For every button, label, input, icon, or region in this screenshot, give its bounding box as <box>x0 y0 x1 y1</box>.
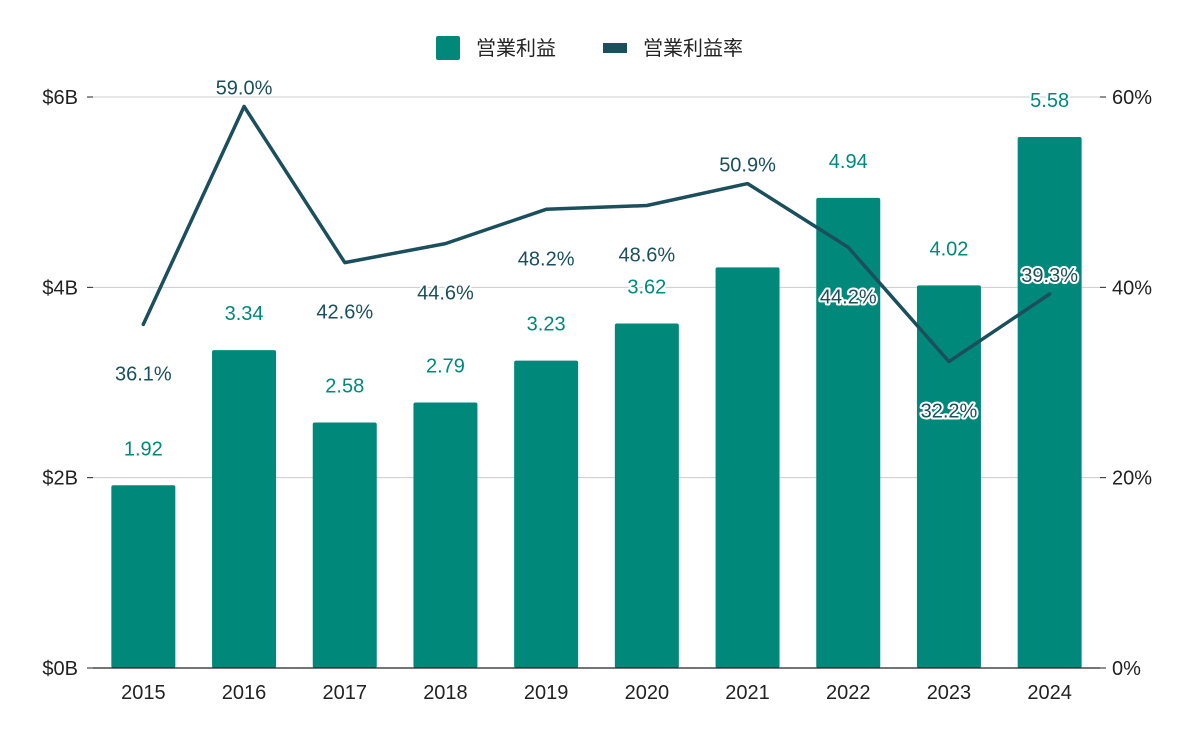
x-tick-label-2023: 2023 <box>927 682 972 704</box>
data-labels: 1.92 3.34 2.58 2.79 3.23 3.62 4.94 4.02 5.58 36.1… <box>113 76 1080 463</box>
rate-value-label-2021: 50.9% <box>719 155 776 177</box>
y-right-tick-label: 60% <box>1112 87 1152 109</box>
y-left-tick-label: $4B <box>42 277 78 299</box>
bar-operating-profit-2018 <box>413 402 478 668</box>
x-tick-label-2019: 2019 <box>524 682 569 704</box>
legend-swatch-operating-profit <box>436 36 460 60</box>
legend-swatch-operating-margin <box>603 43 627 53</box>
y-right-tick-label: 20% <box>1112 468 1152 490</box>
y-left-tick-label: $2B <box>42 468 78 490</box>
x-tick-label-2018: 2018 <box>423 682 468 704</box>
bar-operating-profit-2019 <box>514 360 579 668</box>
bar-operating-profit-2016 <box>212 350 277 668</box>
y-right-tick-label: 0% <box>1112 658 1141 680</box>
y-right-tick-label: 40% <box>1112 277 1152 299</box>
x-tick-label-2024: 2024 <box>1027 682 1072 704</box>
legend-label-operating-profit: 営業利益 <box>476 37 556 60</box>
x-tick-label-2022: 2022 <box>826 682 871 704</box>
rate-value-label-2015: 36.1% <box>115 363 172 385</box>
rate-value-label-2020: 48.6% <box>618 244 675 266</box>
rate-value-label-2024: 39.3% <box>1021 265 1078 287</box>
bar-value-label-2022: 4.94 <box>829 151 868 173</box>
axes: $0B $2B $4B $6B 0% 20% 40% 60% 2015 2016 2017 2018 2… <box>42 87 1152 704</box>
bar-operating-profit-2023 <box>916 285 981 668</box>
bar-value-label-2023: 4.02 <box>929 238 968 260</box>
bar-operating-profit-2024 <box>1017 136 1082 669</box>
rate-value-label-2022: 44.2% <box>820 286 877 308</box>
legend-label-operating-margin: 営業利益率 <box>643 37 743 60</box>
x-tick-label-2021: 2021 <box>725 682 770 704</box>
y-left-tick-label: $0B <box>42 658 78 680</box>
rate-line-layer <box>141 104 1052 364</box>
bar-operating-profit-2021 <box>715 267 780 668</box>
x-tick-label-2020: 2020 <box>625 682 670 704</box>
bar-value-label-2016: 3.34 <box>225 303 264 325</box>
bar-value-label-2024: 5.58 <box>1030 90 1069 112</box>
rate-value-label-2018: 44.6% <box>417 283 474 305</box>
x-tick-label-2016: 2016 <box>222 682 267 704</box>
bar-operating-profit-2017 <box>312 422 377 668</box>
bar-value-label-2015: 1.92 <box>124 438 163 460</box>
rate-value-label-2016: 59.0% <box>216 78 273 100</box>
bar-operating-profit-2015 <box>111 485 176 668</box>
bar-value-label-2018: 2.79 <box>426 355 465 377</box>
rate-value-label-2019: 48.2% <box>518 248 575 270</box>
bar-value-label-2020: 3.62 <box>627 276 666 298</box>
x-tick-label-2015: 2015 <box>121 682 166 704</box>
bar-value-label-2017: 2.58 <box>325 375 364 397</box>
bar-operating-profit-2022 <box>816 197 881 669</box>
legend: 営業利益 営業利益率 <box>436 36 743 60</box>
bars <box>111 136 1082 669</box>
line-operating-margin <box>141 104 1052 364</box>
rate-value-label-2017: 42.6% <box>316 302 373 324</box>
y-left-tick-label: $6B <box>42 87 78 109</box>
bar-operating-profit-2020 <box>614 323 679 668</box>
rate-value-label-2023: 32.2% <box>921 401 978 423</box>
bar-value-label-2019: 3.23 <box>527 314 566 336</box>
x-tick-label-2017: 2017 <box>323 682 368 704</box>
